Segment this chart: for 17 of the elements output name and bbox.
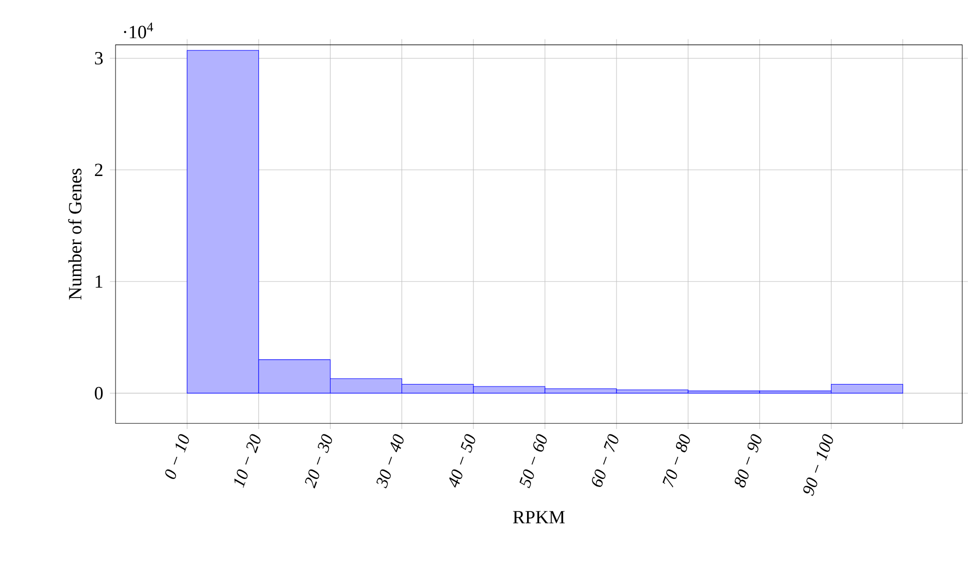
y-tick-label: 1 (96, 276, 102, 288)
x-tick-label: 30 − 40 (376, 434, 404, 489)
x-tick-label: 90 − 100 (803, 434, 833, 496)
y-tick-label: 2 (94, 164, 102, 176)
x-tick-label: 80 − 90 (734, 434, 762, 488)
x-axis-title: RPKM (513, 511, 565, 524)
x-tick-label: 70 − 80 (662, 434, 690, 488)
y-tick-label: 3 (95, 52, 103, 65)
x-tick-label: 0 − 10 (165, 434, 189, 480)
x-tick-label: 60 − 70 (592, 434, 618, 488)
x-tick-label: 10 − 20 (234, 434, 260, 488)
y-axis-title: Number of Genes (68, 168, 82, 300)
x-tick-label: 40 − 50 (449, 434, 476, 488)
x-tick-label: 50 − 60 (520, 434, 547, 488)
y-tick-label: 0 (94, 387, 103, 400)
x-tick-label: 20 − 30 (305, 434, 332, 489)
text: ·10$^{4}$ (124, 22, 154, 38)
